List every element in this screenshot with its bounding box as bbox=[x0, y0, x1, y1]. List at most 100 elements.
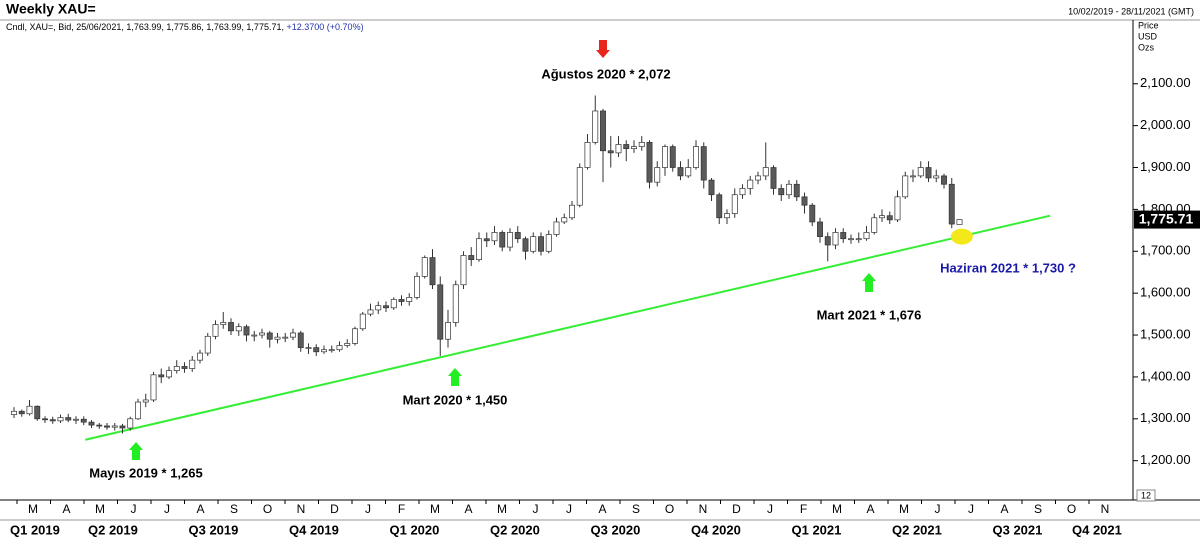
candle-body bbox=[104, 425, 110, 428]
month-label: A bbox=[62, 502, 70, 516]
candle-body bbox=[305, 347, 312, 349]
month-label: S bbox=[230, 502, 238, 516]
candle-body bbox=[685, 167, 692, 177]
unit-label: Price bbox=[1138, 20, 1159, 30]
candle-body bbox=[576, 167, 583, 206]
candle-body bbox=[840, 232, 847, 240]
candle-body bbox=[902, 175, 909, 198]
candle-body bbox=[375, 305, 382, 311]
candle-body bbox=[793, 183, 800, 198]
candle-body bbox=[631, 146, 637, 150]
quarter-label: Q4 2020 bbox=[691, 522, 741, 537]
quarter-label: Q4 2019 bbox=[289, 522, 339, 537]
candle-body bbox=[49, 419, 56, 422]
candle-body bbox=[150, 374, 157, 401]
candle-body bbox=[65, 417, 72, 421]
candle-body bbox=[623, 144, 630, 150]
candle-body bbox=[724, 213, 730, 219]
month-label: M bbox=[95, 502, 105, 516]
candle-body bbox=[762, 167, 769, 177]
month-label: D bbox=[732, 502, 741, 516]
last-price-label: 1,775.71 bbox=[1139, 210, 1194, 226]
candle-body bbox=[352, 328, 358, 344]
month-label: J bbox=[767, 502, 773, 516]
candle-body bbox=[166, 370, 172, 378]
candle-body bbox=[313, 347, 320, 353]
candle-body bbox=[336, 345, 343, 351]
candle-body bbox=[437, 284, 444, 340]
candle-body bbox=[429, 257, 436, 286]
month-label: J bbox=[566, 502, 572, 516]
corner-box bbox=[1136, 489, 1156, 502]
y-tick-label: 1,200.00 bbox=[1140, 452, 1191, 467]
y-tick-label: 1,600.00 bbox=[1140, 285, 1191, 300]
candle-body bbox=[406, 296, 413, 302]
candle-body bbox=[561, 217, 568, 223]
candle-body bbox=[80, 418, 87, 423]
month-label: J bbox=[935, 502, 941, 516]
candle-body bbox=[739, 188, 746, 196]
candle-body bbox=[514, 232, 521, 240]
candle-body bbox=[553, 221, 560, 235]
candle-body bbox=[359, 313, 366, 330]
candle-body bbox=[282, 336, 289, 339]
month-label: M bbox=[28, 502, 38, 516]
candle-body bbox=[770, 167, 777, 189]
month-label: A bbox=[196, 502, 204, 516]
candle-body bbox=[266, 332, 273, 340]
candle-body bbox=[654, 167, 661, 183]
candle-body bbox=[414, 276, 420, 298]
candle-body bbox=[731, 194, 738, 214]
y-tick-label: 2,100.00 bbox=[1140, 75, 1191, 90]
candle-body bbox=[615, 144, 622, 154]
last-price-box bbox=[1134, 210, 1200, 229]
month-label: A bbox=[598, 502, 606, 516]
candle-body bbox=[398, 299, 405, 302]
month-label: A bbox=[1000, 502, 1008, 516]
candle-body bbox=[848, 238, 854, 241]
candle-body bbox=[607, 150, 614, 154]
candle-body bbox=[390, 299, 397, 309]
candle-body bbox=[73, 418, 79, 421]
candle-body bbox=[468, 255, 475, 261]
candle-body bbox=[933, 175, 940, 179]
candle-body bbox=[569, 204, 575, 219]
candle-body bbox=[662, 146, 668, 168]
month-label: N bbox=[699, 502, 708, 516]
month-label: M bbox=[430, 502, 440, 516]
candle-body bbox=[538, 236, 544, 252]
candle-body bbox=[584, 142, 591, 168]
candle-body bbox=[173, 366, 180, 371]
candle-body bbox=[863, 232, 870, 240]
annotation: Mart 2020 * 1,450 bbox=[403, 392, 508, 407]
candle-body bbox=[677, 167, 684, 177]
candle-body bbox=[832, 232, 839, 246]
candle-body bbox=[452, 284, 459, 323]
corner-label: 12 bbox=[1141, 490, 1151, 500]
month-label: S bbox=[632, 502, 640, 516]
candle-body bbox=[158, 374, 165, 378]
month-label: J bbox=[533, 502, 539, 516]
candle-body bbox=[96, 424, 103, 427]
quarter-label: Q1 2021 bbox=[792, 522, 842, 537]
candle-body bbox=[421, 257, 428, 277]
date-range: 10/02/2019 - 28/11/2021 (GMT) bbox=[1068, 6, 1194, 16]
annotation-arrow bbox=[448, 368, 462, 386]
candle-body bbox=[251, 334, 258, 337]
candle-body bbox=[88, 421, 95, 426]
candle-body bbox=[925, 167, 932, 179]
candle-body bbox=[367, 309, 374, 315]
month-label: J bbox=[968, 502, 974, 516]
unit-label: Ozs bbox=[1138, 42, 1155, 52]
annotation-arrow bbox=[129, 442, 143, 460]
candle-body bbox=[274, 336, 281, 340]
candle-body bbox=[917, 167, 924, 177]
candle-body bbox=[290, 332, 296, 338]
annotation: Haziran 2021 * 1,730 ? bbox=[940, 260, 1076, 275]
month-label: N bbox=[1101, 502, 1110, 516]
candle-body bbox=[545, 234, 552, 252]
candle-body bbox=[189, 359, 196, 369]
candle-body bbox=[855, 238, 862, 241]
annotation-arrow bbox=[596, 40, 610, 58]
